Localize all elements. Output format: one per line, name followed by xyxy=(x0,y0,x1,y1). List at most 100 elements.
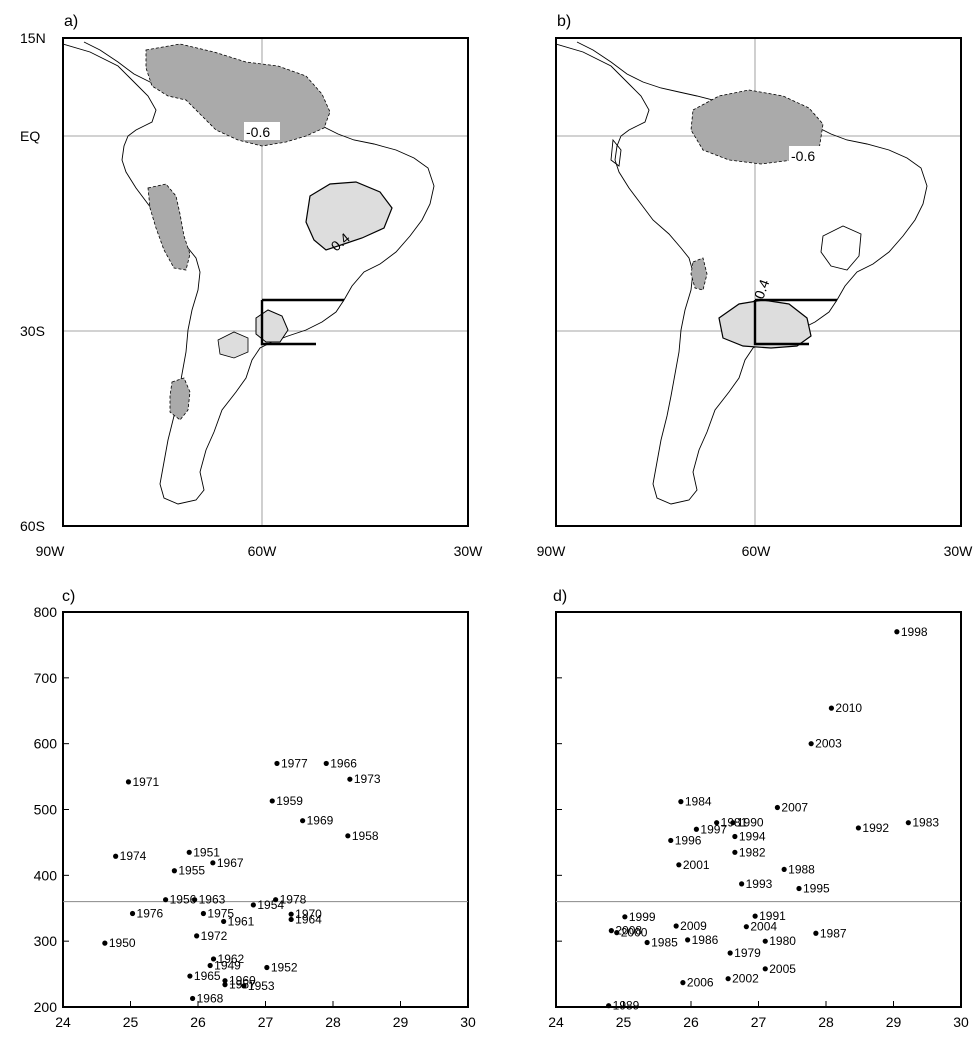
lon-tick-a-60w: 60W xyxy=(248,543,278,559)
point-c-1968 xyxy=(190,995,196,1002)
x-tick-label-c-0: 24 xyxy=(55,1014,71,1030)
point-c-1977 xyxy=(274,760,280,767)
point-label-d-1983: 1983 xyxy=(912,816,939,830)
contour-west-b xyxy=(610,138,622,167)
point-d-2005 xyxy=(762,966,768,972)
point-c-1952 xyxy=(264,964,270,971)
point-c-1963 xyxy=(192,897,198,903)
point-label-d-1997: 1997 xyxy=(700,822,727,836)
point-label-d-1999: 1999 xyxy=(629,910,656,924)
point-label-c-1958: 1958 xyxy=(352,829,379,843)
point-c-1969 xyxy=(300,818,306,824)
point-d-1992 xyxy=(855,825,862,831)
shade-south-a xyxy=(169,377,191,421)
point-label-d-1998: 1998 xyxy=(901,625,928,639)
y-tick-label-c-0: 200 xyxy=(34,999,58,1015)
point-d-1990 xyxy=(730,820,736,826)
point-d-1997 xyxy=(693,826,700,832)
point-c-1954 xyxy=(250,902,256,908)
y-tick-label-c-1: 300 xyxy=(34,933,58,949)
panel-d-label: d) xyxy=(553,588,567,605)
point-label-d-1996: 1996 xyxy=(675,833,702,847)
point-c-1960 xyxy=(222,978,228,984)
contour-label-a-neg: -0.6 xyxy=(246,124,270,140)
point-label-c-1972: 1972 xyxy=(201,929,228,943)
point-c-1958 xyxy=(345,833,351,839)
point-label-c-1949: 1949 xyxy=(214,959,241,973)
point-label-c-1960: 1960 xyxy=(229,974,256,988)
point-label-c-1959: 1959 xyxy=(276,794,303,808)
point-label-c-1974: 1974 xyxy=(120,849,147,863)
point-label-d-1980: 1980 xyxy=(769,934,796,948)
point-d-2003 xyxy=(808,741,814,747)
x-tick-label-d-3: 27 xyxy=(751,1014,767,1030)
panel-d-scatter: d) 24 25 26 27 28 29 30 1998 2010 2003 1984 2007 19… xyxy=(548,588,969,1030)
point-label-d-2010: 2010 xyxy=(835,701,862,715)
point-label-c-1971: 1971 xyxy=(132,775,159,789)
point-label-d-1993: 1993 xyxy=(746,877,773,891)
point-c-1949 xyxy=(207,962,213,969)
ticks-c: 24 25 26 27 28 29 30 200 300 400 500 600 700 800 xyxy=(34,604,476,1030)
x-tick-label-d-4: 28 xyxy=(818,1014,834,1030)
lat-tick-15n: 15N xyxy=(20,30,46,46)
map-b-frame xyxy=(555,37,962,527)
region-box-b xyxy=(753,298,837,346)
point-d-1988 xyxy=(781,866,787,873)
point-d-1989 xyxy=(606,1003,612,1009)
shade-center-a xyxy=(255,309,289,343)
point-label-c-1977: 1977 xyxy=(281,756,308,770)
lon-tick-a-30w: 30W xyxy=(454,543,484,559)
shade-center-b xyxy=(718,299,812,349)
lon-tick-b-30w: 30W xyxy=(944,543,974,559)
point-c-1974 xyxy=(113,853,119,859)
point-d-2006 xyxy=(680,980,686,986)
point-label-d-1984: 1984 xyxy=(685,795,712,809)
point-d-1987 xyxy=(813,930,819,936)
point-d-1994 xyxy=(732,833,738,840)
point-label-d-1986: 1986 xyxy=(692,933,719,947)
point-label-c-1964: 1964 xyxy=(295,912,322,926)
point-label-d-2009: 2009 xyxy=(680,919,707,933)
point-c-1964 xyxy=(288,916,294,923)
panel-b-map: b) -0.6 0.4 90W 60W 30W xyxy=(537,13,974,559)
panel-a-map: a) -0.6 0.4 xyxy=(20,13,483,559)
point-label-c-1961: 1961 xyxy=(228,914,255,928)
point-c-1975 xyxy=(200,910,206,917)
point-c-1953 xyxy=(241,983,247,989)
x-tick-label-c-1: 25 xyxy=(123,1014,139,1030)
point-c-1962 xyxy=(210,956,217,962)
point-c-1967 xyxy=(210,860,216,866)
point-label-c-1951: 1951 xyxy=(193,845,220,859)
point-label-d-1988: 1988 xyxy=(788,862,815,876)
point-label-d-1995: 1995 xyxy=(803,882,830,896)
map-a-frame xyxy=(62,37,469,527)
point-c-1973 xyxy=(347,776,353,782)
map-a-body: -0.6 0.4 xyxy=(63,38,468,526)
point-label-d-1979: 1979 xyxy=(734,946,761,960)
point-d-2001 xyxy=(676,862,682,868)
point-c-1961 xyxy=(221,918,227,925)
y-tick-label-c-6: 800 xyxy=(34,604,58,620)
point-label-c-1952: 1952 xyxy=(271,961,298,975)
point-d-2008 xyxy=(608,928,614,934)
point-label-d-2002: 2002 xyxy=(732,972,759,986)
point-label-c-1962: 1962 xyxy=(218,952,245,966)
point-c-1971 xyxy=(125,779,132,785)
lon-tick-a-90w: 90W xyxy=(36,543,66,559)
point-label-c-1963: 1963 xyxy=(199,893,226,907)
point-label-d-2007: 2007 xyxy=(781,801,808,815)
point-label-c-1969: 1969 xyxy=(307,814,334,828)
point-d-1986 xyxy=(685,937,691,943)
lon-tick-b-90w: 90W xyxy=(537,543,567,559)
point-label-d-1982: 1982 xyxy=(739,845,766,859)
points-c: 1971 1977 1966 1973 1959 1969 1958 1974 19511967… xyxy=(102,756,381,1005)
y-tick-label-c-5: 700 xyxy=(34,670,58,686)
y-tick-label-c-2: 400 xyxy=(34,867,58,883)
point-d-2000 xyxy=(614,930,620,936)
point-label-d-2005: 2005 xyxy=(769,962,796,976)
point-d-1982 xyxy=(732,849,738,855)
point-label-d-2003: 2003 xyxy=(815,737,842,751)
point-c-1959 xyxy=(269,798,275,804)
point-c-1966 xyxy=(323,760,329,767)
lat-tick-30s: 30S xyxy=(20,323,45,339)
